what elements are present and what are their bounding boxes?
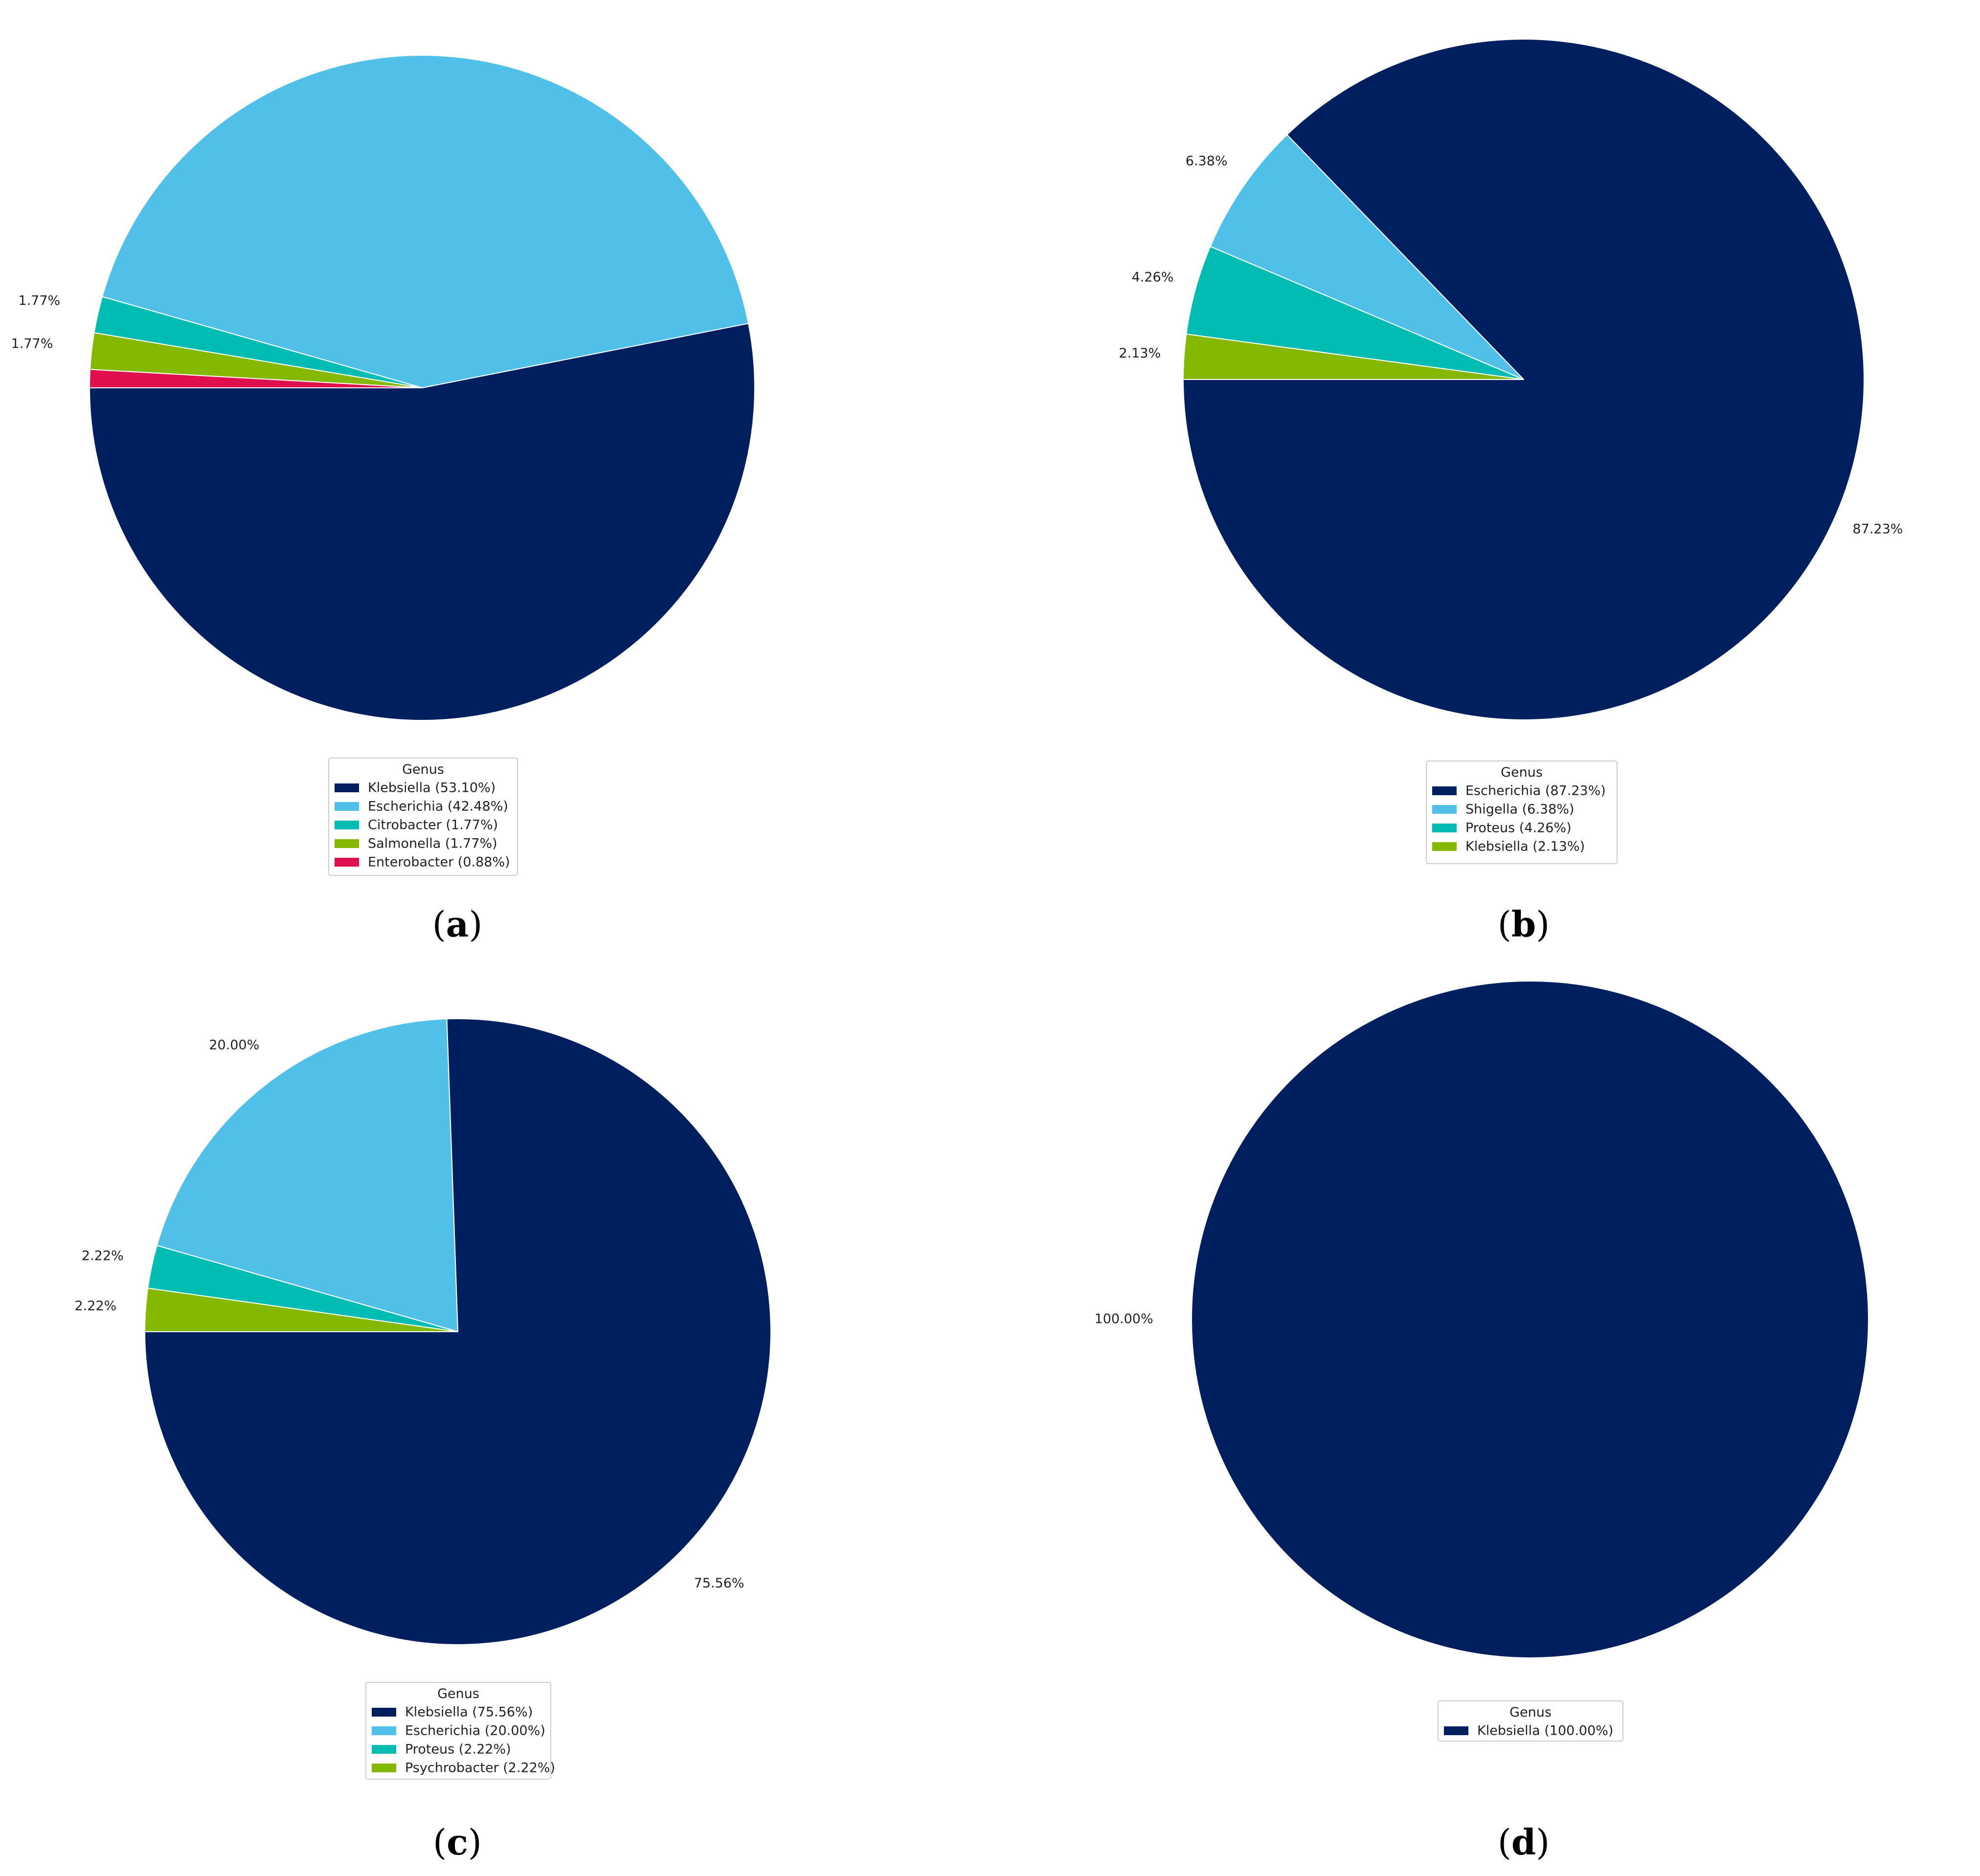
slice-percent-label: 1.77% <box>18 293 60 309</box>
slice-percent-label: 20.00% <box>209 1038 259 1053</box>
legend-box <box>365 1682 551 1780</box>
slice-percent-label: 4.26% <box>1132 270 1174 285</box>
legend-b: Genus Escherichia (87.23%) Shigella (6.38%… <box>1426 760 1618 864</box>
legend-entry: Proteus (4.26%) <box>1465 821 1572 836</box>
legend-swatch <box>335 783 359 792</box>
legend-swatch <box>335 858 359 867</box>
pie-slice-klebsiella <box>1183 334 1524 380</box>
slice-percent-label: 1.77% <box>11 336 53 352</box>
legend-swatch <box>372 1764 396 1772</box>
legend-entry: Shigella (6.38%) <box>1465 802 1574 817</box>
legend-box <box>1438 1700 1623 1742</box>
legend-swatch <box>335 821 359 829</box>
legend-swatch <box>372 1745 396 1754</box>
legend-entry: Escherichia (20.00%) <box>405 1723 545 1739</box>
legend-swatch <box>372 1708 396 1717</box>
legend-swatch <box>1444 1726 1468 1735</box>
pie-chart-c: 75.56% 20.00% 2.22% 2.22% <box>75 1018 771 1646</box>
panel-label-b: (b) <box>1498 903 1550 945</box>
legend-swatch <box>1432 824 1457 832</box>
pie-slice-shigella <box>1210 134 1524 380</box>
legend-swatch <box>335 802 359 811</box>
panel-label-d: (d) <box>1498 1821 1550 1863</box>
legend-box <box>1426 760 1618 864</box>
pie-slice-escherichia <box>156 1018 458 1332</box>
slice-percent-label: 42.48% <box>413 0 464 3</box>
legend-entry: Salmonella (1.77%) <box>368 836 497 851</box>
legend-entry: Enterobacter (0.88%) <box>368 855 510 870</box>
legend-entry: Escherichia (42.48%) <box>368 799 508 814</box>
panel-label-a: (a) <box>432 903 483 945</box>
legend-entry: Klebsiella (2.13%) <box>1465 839 1585 854</box>
pie-slice-psychrobacter <box>144 1288 458 1332</box>
legend-swatch <box>1432 786 1457 795</box>
legend-entry: Klebsiella (53.10%) <box>368 781 495 796</box>
legend-swatch <box>372 1726 396 1735</box>
pie-slice-escherichia <box>102 55 749 388</box>
pie-slice-klebsiella <box>89 323 755 721</box>
legend-entry: Klebsiella (75.56%) <box>405 1705 533 1720</box>
slice-percent-label: 2.22% <box>75 1298 117 1314</box>
legend-title: Genus <box>402 762 444 777</box>
pie-slice-enterobacter <box>89 369 423 388</box>
legend-entry: Klebsiella (100.00%) <box>1477 1723 1613 1739</box>
pie-slice-klebsiella <box>1191 981 1869 1658</box>
legend-c: Genus Klebsiella (75.56%) Escherichia (20.… <box>365 1682 555 1780</box>
pie-slice-proteus <box>1186 246 1524 380</box>
pie-chart-a: 53.10%42.48%1.77%1.77% <box>11 0 755 785</box>
legend-entry: Escherichia (87.23%) <box>1465 783 1606 799</box>
legend-title: Genus <box>1509 1705 1552 1720</box>
legend-a: Genus Klebsiella (53.10%) Escherichia (42.… <box>328 758 518 876</box>
legend-entry: Proteus (2.22%) <box>405 1742 511 1757</box>
legend-title: Genus <box>437 1686 479 1701</box>
slice-percent-label: 87.23% <box>1853 522 1903 537</box>
pie-chart-b: 87.23% 6.38% 4.26% 2.13% <box>1119 39 1903 720</box>
legend-title: Genus <box>1501 765 1543 780</box>
slice-percent-label: 2.22% <box>82 1248 124 1263</box>
legend-box <box>328 758 518 876</box>
slice-percent-label: 100.00% <box>1095 1312 1153 1327</box>
legend-entry: Citrobacter (1.77%) <box>368 818 498 833</box>
slice-percent-label: 75.56% <box>694 1576 744 1591</box>
slice-percent-label: 2.13% <box>1119 346 1161 361</box>
legend-swatch <box>1432 805 1457 814</box>
slice-percent-label: 6.38% <box>1186 154 1228 169</box>
panel-label-c: (c) <box>433 1821 482 1863</box>
legend-d: Genus Klebsiella (100.00%) <box>1438 1700 1623 1742</box>
pie-chart-d: 100.00% <box>1095 981 1869 1658</box>
legend-swatch <box>335 839 359 848</box>
legend-swatch <box>1432 842 1457 851</box>
legend-entry: Psychrobacter (2.22%) <box>405 1761 555 1776</box>
